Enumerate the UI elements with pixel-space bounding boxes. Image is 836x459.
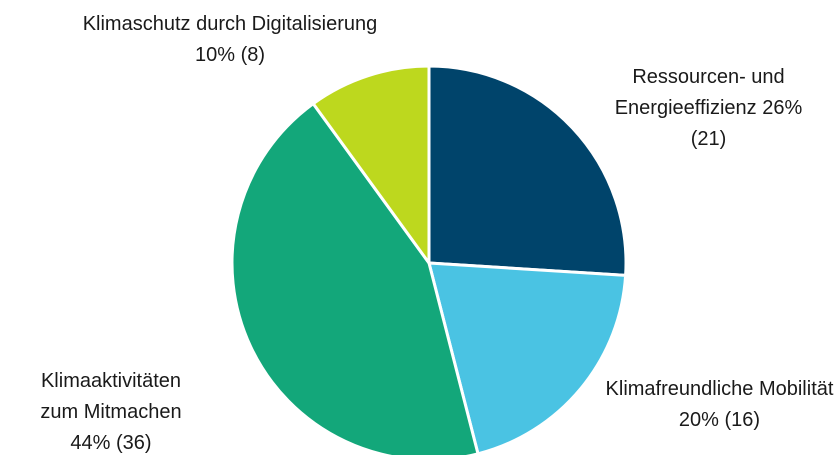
count-label: (36) xyxy=(116,432,152,454)
count-label: (8) xyxy=(240,44,266,66)
category-label: Ressourcen- und Energieeffizienz xyxy=(614,66,785,119)
pie-slice xyxy=(427,261,628,455)
category-label: Klimafreundliche Mobilität xyxy=(605,378,834,400)
slice-label: Klimaschutz durch Digitalisierung 10% (8… xyxy=(80,9,380,71)
count-label: (21) xyxy=(690,128,727,150)
slice-label: Klimaaktivitäten zum Mitmachen 44% (36) xyxy=(25,366,197,459)
count-label: (16) xyxy=(724,409,761,431)
percent-label: 26% xyxy=(762,97,803,119)
pie-slice xyxy=(230,101,480,455)
pie-slice xyxy=(311,64,431,268)
percent-label: 44% xyxy=(70,432,111,454)
pie-slice xyxy=(427,64,628,277)
category-label: Klimaschutz durch Digitalisierung xyxy=(82,13,378,35)
slice-label: Ressourcen- und Energieeffizienz 26% (21… xyxy=(596,62,821,155)
category-label: Klimaaktivitäten zum Mitmachen xyxy=(40,370,182,423)
percent-label: 10% xyxy=(194,44,235,66)
slice-label: Klimafreundliche Mobilität 20% (16) xyxy=(602,374,836,436)
percent-label: 20% xyxy=(678,409,719,431)
